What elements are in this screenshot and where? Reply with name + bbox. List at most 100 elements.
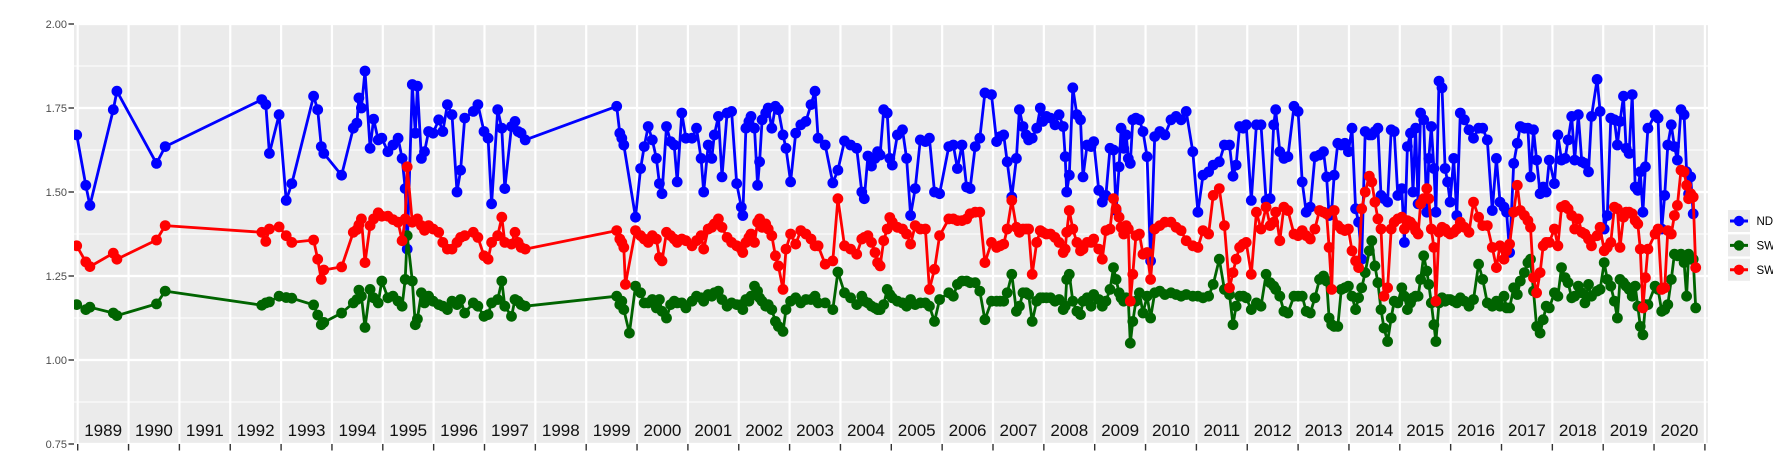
point-swir1 — [1027, 269, 1038, 280]
point-swir2 — [308, 300, 319, 311]
point-ndvi — [651, 153, 662, 164]
y-tick-label: 1.75 — [46, 103, 67, 115]
point-swir1 — [1127, 269, 1138, 280]
point-ndvi — [437, 126, 448, 137]
y-tick-label: 1.00 — [46, 355, 67, 367]
point-swir2 — [356, 291, 367, 302]
point-swir1 — [1347, 245, 1358, 256]
point-swir2 — [827, 304, 838, 315]
point-ndvi — [1078, 172, 1089, 183]
point-ndvi — [746, 111, 757, 122]
point-swir1 — [520, 244, 531, 255]
point-swir2 — [71, 299, 82, 310]
point-swir2 — [1627, 291, 1638, 302]
point-swir1 — [1595, 222, 1606, 233]
point-ndvi — [833, 165, 844, 176]
point-swir1 — [1353, 262, 1364, 273]
point-swir1 — [1088, 234, 1099, 245]
x-tick-label: 1990 — [135, 421, 173, 440]
point-swir1 — [1231, 254, 1242, 265]
y-tick-label: 1.50 — [46, 187, 67, 199]
point-swir2 — [1544, 303, 1555, 314]
point-ndvi — [428, 128, 439, 139]
point-ndvi — [717, 172, 728, 183]
x-tick-label: 2011 — [1204, 421, 1241, 440]
point-ndvi — [71, 130, 82, 141]
point-swir2 — [1353, 292, 1364, 303]
point-ndvi — [1632, 185, 1643, 196]
point-swir1 — [496, 212, 507, 223]
point-swir2 — [1231, 301, 1242, 312]
point-ndvi — [801, 116, 812, 127]
x-tick-label: 1995 — [389, 421, 427, 440]
point-swir2 — [1576, 287, 1587, 298]
point-swir2 — [1535, 328, 1546, 339]
point-ndvi — [151, 158, 162, 169]
point-swir1 — [1006, 195, 1017, 206]
point-swir1 — [785, 229, 796, 240]
point-swir1 — [1193, 242, 1204, 253]
point-swir1 — [1360, 187, 1371, 198]
point-swir1 — [397, 235, 408, 246]
point-swir1 — [929, 264, 940, 275]
point-swir1 — [878, 235, 889, 246]
point-ndvi — [499, 183, 510, 194]
legend-label: NDVI — [1757, 216, 1773, 228]
point-swir1 — [1525, 222, 1536, 233]
point-swir1 — [1431, 296, 1442, 307]
point-swir2 — [1413, 291, 1424, 302]
point-swir2 — [1297, 291, 1308, 302]
point-ndvi — [687, 133, 698, 144]
point-swir1 — [1023, 224, 1034, 235]
point-swir2 — [1599, 257, 1610, 268]
point-swir1 — [264, 224, 275, 235]
legend: NDVISWIR2SWIR1 — [1728, 210, 1773, 281]
point-swir1 — [1468, 197, 1479, 208]
point-ndvi — [630, 212, 641, 223]
point-swir1 — [1097, 254, 1108, 265]
point-ndvi — [160, 141, 171, 152]
point-swir1 — [1423, 193, 1434, 204]
point-swir1 — [1605, 237, 1616, 248]
point-ndvi — [1108, 145, 1119, 156]
point-ndvi — [1389, 126, 1400, 137]
point-ndvi — [643, 121, 654, 132]
point-ndvi — [669, 140, 680, 151]
point-ndvi — [905, 210, 916, 221]
point-swir1 — [1228, 267, 1239, 278]
point-ndvi — [1531, 155, 1542, 166]
point-swir1 — [1535, 267, 1546, 278]
point-swir2 — [1208, 279, 1219, 290]
point-swir2 — [1473, 259, 1484, 270]
point-ndvi — [698, 187, 709, 198]
point-ndvi — [696, 153, 707, 164]
point-swir1 — [312, 254, 323, 265]
point-ndvi — [910, 183, 921, 194]
point-ndvi — [785, 177, 796, 188]
point-swir1 — [1640, 272, 1651, 283]
point-ndvi — [459, 113, 470, 124]
point-ndvi — [1487, 205, 1498, 216]
point-swir1 — [473, 232, 484, 243]
point-ndvi — [1246, 195, 1257, 206]
point-ndvi — [1583, 166, 1594, 177]
point-ndvi — [1318, 146, 1329, 157]
point-swir1 — [1482, 220, 1493, 231]
legend-item-swir1: SWIR1 — [1728, 259, 1773, 281]
point-ndvi — [672, 177, 683, 188]
point-ndvi — [778, 130, 789, 141]
point-ndvi — [1468, 133, 1479, 144]
point-swir1 — [1329, 205, 1340, 216]
point-ndvi — [412, 81, 423, 92]
point-ndvi — [654, 178, 665, 189]
point-swir2 — [286, 293, 297, 304]
point-ndvi — [957, 140, 968, 151]
point-ndvi — [737, 210, 748, 221]
point-ndvi — [1329, 170, 1340, 181]
point-swir1 — [851, 249, 862, 260]
point-swir2 — [1064, 269, 1075, 280]
point-swir1 — [151, 235, 162, 246]
point-swir1 — [1324, 242, 1335, 253]
point-swir1 — [1376, 224, 1387, 235]
point-ndvi — [308, 91, 319, 102]
